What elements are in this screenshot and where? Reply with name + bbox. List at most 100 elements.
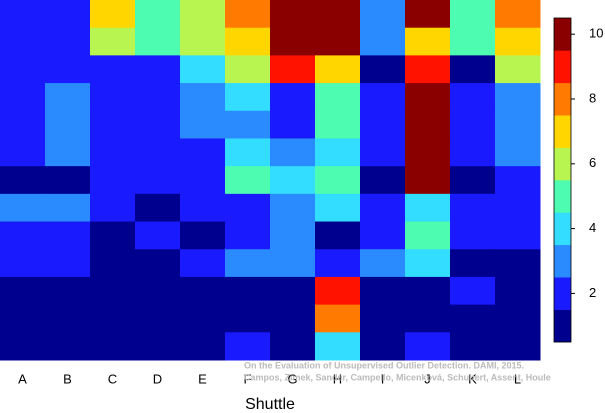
heatmap-cell bbox=[45, 304, 91, 333]
heatmap-cell bbox=[225, 27, 271, 56]
heatmap-cell bbox=[495, 304, 541, 333]
heatmap-cell bbox=[225, 276, 271, 306]
heatmap-cell bbox=[45, 0, 91, 29]
x-tick-label: L bbox=[514, 371, 521, 386]
x-tick-label: F bbox=[244, 371, 252, 386]
heatmap-cell bbox=[0, 304, 46, 333]
heatmap-cell bbox=[90, 166, 136, 195]
heatmap-cell bbox=[405, 166, 451, 195]
colorbar-segment bbox=[554, 180, 571, 213]
heatmap-cell bbox=[45, 332, 91, 361]
x-tick-label: J bbox=[424, 371, 431, 386]
heatmap-cell bbox=[405, 304, 451, 333]
heatmap-cell bbox=[495, 332, 541, 361]
heatmap-cell bbox=[90, 138, 136, 167]
heatmap-cell bbox=[360, 110, 406, 139]
heatmap-cell bbox=[90, 249, 136, 278]
heatmap-cell bbox=[495, 27, 541, 56]
heatmap-cell bbox=[360, 193, 406, 223]
heatmap-cell bbox=[360, 221, 406, 250]
heatmap-cell bbox=[180, 55, 226, 84]
heatmap-cell bbox=[495, 110, 541, 139]
heatmap-cell bbox=[450, 110, 496, 139]
heatmap-cell bbox=[315, 304, 361, 333]
heatmap-cell bbox=[90, 332, 136, 361]
heatmap-cell bbox=[315, 249, 361, 278]
colorbar-tick-label: 2 bbox=[589, 285, 596, 300]
heatmap-cell bbox=[495, 0, 541, 29]
heatmap-cell bbox=[360, 332, 406, 361]
heatmap-cell bbox=[45, 55, 91, 84]
heatmap-cell bbox=[225, 304, 271, 333]
heatmap-cell bbox=[270, 221, 316, 250]
heatmap-cell bbox=[270, 193, 316, 223]
heatmap-cell bbox=[450, 83, 496, 112]
heatmap-cell bbox=[180, 249, 226, 278]
heatmap-cell bbox=[225, 0, 271, 29]
heatmap-cell bbox=[405, 332, 451, 361]
heatmap-cell bbox=[450, 166, 496, 195]
heatmap-cell bbox=[360, 0, 406, 29]
heatmap-cell bbox=[45, 249, 91, 278]
heatmap-cell bbox=[495, 166, 541, 195]
heatmap-cell bbox=[0, 27, 46, 56]
heatmap-cell bbox=[225, 221, 271, 250]
annotation: Campos, Zimek, Sander, Campello, Micenko… bbox=[244, 372, 551, 382]
heatmap-cell bbox=[45, 166, 91, 195]
heatmap-cell bbox=[405, 55, 451, 84]
colorbar-segment bbox=[554, 115, 571, 148]
heatmap-cell bbox=[405, 193, 451, 223]
heatmap-cell bbox=[360, 276, 406, 306]
colorbar-segment bbox=[554, 277, 571, 310]
heatmap-cell bbox=[225, 166, 271, 195]
heatmap-cell bbox=[90, 193, 136, 223]
heatmap-cell bbox=[270, 83, 316, 112]
heatmap-cell bbox=[360, 304, 406, 333]
colorbar-segment bbox=[554, 82, 571, 116]
heatmap-cell bbox=[270, 0, 316, 29]
heatmap-cell bbox=[270, 55, 316, 84]
heatmap-cell bbox=[135, 166, 181, 195]
heatmap-cell bbox=[135, 55, 181, 84]
heatmap-cell bbox=[315, 27, 361, 56]
colorbar-tick-label: 10 bbox=[589, 26, 603, 41]
colorbar-frame bbox=[553, 17, 572, 343]
heatmap-cell bbox=[405, 110, 451, 139]
heatmap-cell bbox=[270, 332, 316, 361]
heatmap-cell bbox=[0, 249, 46, 278]
heatmap-cell bbox=[270, 276, 316, 306]
heatmap-cell bbox=[450, 304, 496, 333]
heatmap-cell bbox=[225, 249, 271, 278]
heatmap-cell bbox=[315, 193, 361, 223]
heatmap-cell bbox=[315, 83, 361, 112]
heatmap-cell bbox=[405, 83, 451, 112]
heatmap-cell bbox=[45, 83, 91, 112]
heatmap-cell bbox=[450, 0, 496, 29]
heatmap-cell bbox=[45, 221, 91, 250]
heatmap-cell bbox=[0, 110, 46, 139]
heatmap-cell bbox=[180, 221, 226, 250]
heatmap-cell bbox=[180, 138, 226, 167]
heatmap-cell bbox=[90, 0, 136, 29]
heatmap-cell bbox=[180, 27, 226, 56]
heatmap-cell bbox=[360, 249, 406, 278]
heatmap-cell bbox=[450, 193, 496, 223]
x-tick-label: G bbox=[287, 371, 297, 386]
heatmap-cell bbox=[180, 83, 226, 112]
heatmap-cell bbox=[315, 0, 361, 29]
heatmap-cell bbox=[270, 138, 316, 167]
heatmap-cell bbox=[495, 276, 541, 306]
heatmap-cell bbox=[270, 110, 316, 139]
heatmap-cell bbox=[180, 332, 226, 361]
heatmap-cell bbox=[315, 276, 361, 306]
heatmap-cell bbox=[405, 276, 451, 306]
heatmap-cell bbox=[495, 83, 541, 112]
x-tick-label: B bbox=[63, 371, 72, 386]
colorbar-segment bbox=[554, 147, 571, 181]
heatmap-cell bbox=[135, 332, 181, 361]
heatmap-cell bbox=[450, 27, 496, 56]
heatmap-cell bbox=[225, 55, 271, 84]
heatmap-cell bbox=[225, 193, 271, 223]
heatmap-cell bbox=[45, 110, 91, 139]
